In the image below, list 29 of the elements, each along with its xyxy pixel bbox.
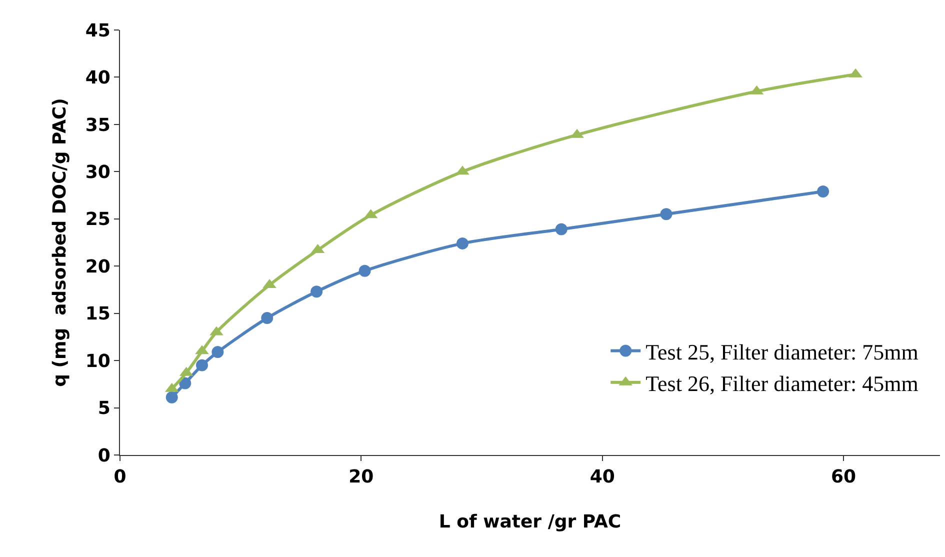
y-tick-label: 0 (98, 445, 110, 466)
point (660, 208, 672, 220)
x-tick-label: 40 (590, 466, 615, 488)
y-tick-label: 5 (98, 398, 110, 420)
y-tick-label: 35 (85, 114, 110, 136)
y-tick-label: 20 (85, 256, 110, 278)
y-tick-label: 10 (85, 350, 110, 372)
x-axis-title: L of water /gr PAC (438, 512, 622, 533)
x-tick-label: 0 (114, 466, 126, 488)
point (179, 377, 192, 390)
point (166, 391, 178, 404)
point (456, 237, 468, 250)
point (310, 286, 323, 298)
point (817, 186, 830, 198)
y-tick-label: 40 (85, 68, 110, 89)
x-tick-label: 60 (831, 466, 856, 488)
y-tick-label: 25 (85, 209, 110, 230)
point (196, 359, 208, 372)
x-tick-label: 20 (348, 466, 374, 488)
legend-label: Test 26, Filter diameter: 45mm (646, 370, 918, 396)
y-tick-label: 45 (85, 20, 110, 42)
point (212, 346, 224, 358)
y-tick-label: 30 (85, 162, 110, 183)
legend-label: Test 25, Filter diameter: 75mm (646, 339, 918, 364)
y-tick-label: 15 (85, 304, 110, 325)
point (358, 264, 371, 277)
y-axis-title: q (mg adsorbed DOC/g PAC) (50, 98, 71, 387)
point (261, 312, 274, 324)
point (555, 223, 568, 236)
